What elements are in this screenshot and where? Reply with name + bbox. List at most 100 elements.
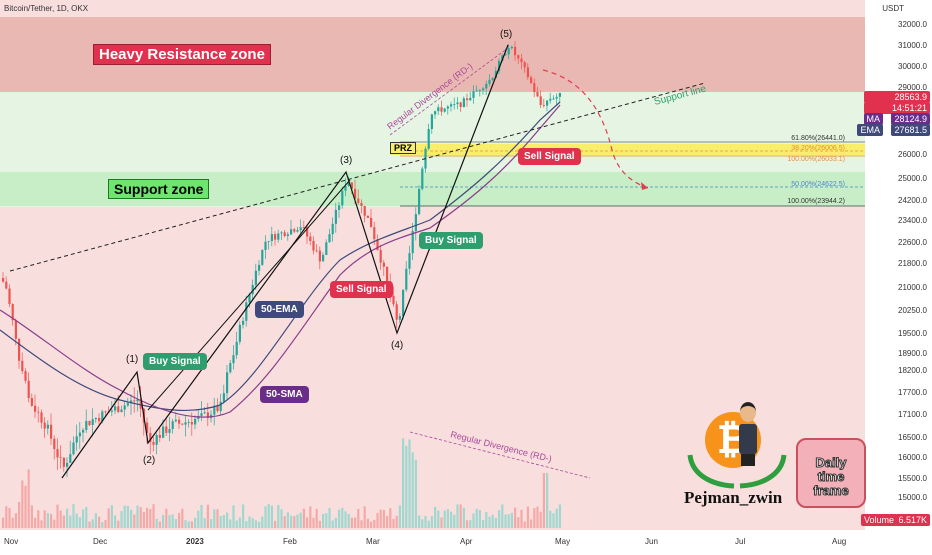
volume-bar [526, 506, 529, 528]
candle-body [302, 227, 305, 229]
candle-body [133, 400, 136, 402]
volume-bar [2, 517, 5, 528]
candle-body [334, 209, 337, 224]
wave-label-3: (3) [340, 155, 352, 166]
volume-bar [309, 506, 312, 528]
candle-body [296, 230, 299, 232]
volume-bar [216, 509, 219, 528]
candle-body [530, 77, 533, 84]
candle-body [498, 60, 501, 72]
volume-bar [386, 516, 389, 528]
candle-body [238, 324, 241, 342]
candle-body [402, 289, 405, 317]
candle-body [363, 205, 366, 216]
candle-body [245, 302, 248, 321]
volume-bar [142, 512, 145, 528]
candle-body [155, 434, 158, 445]
candle-body [440, 107, 443, 112]
candle-body [53, 438, 56, 450]
wave-label-5: (5) [500, 29, 512, 40]
volume-bar [290, 515, 293, 528]
volume-bar [437, 510, 440, 528]
volume-bar [546, 473, 549, 528]
volume-bar [456, 504, 459, 528]
candle-body [475, 90, 478, 92]
candle-body [72, 442, 75, 455]
candle-body [366, 215, 369, 218]
volume-bar [331, 520, 334, 528]
volume-bar [14, 513, 17, 528]
candle-body [405, 268, 408, 290]
candle-body [178, 419, 181, 424]
candle-body [482, 88, 485, 91]
y-tick-label: 22600.0 [898, 238, 927, 247]
candle-body [354, 188, 357, 199]
candle-body [536, 91, 539, 97]
candle-body [123, 405, 126, 410]
volume-bar [443, 510, 446, 528]
volume-bar [472, 513, 475, 528]
heavy-resistance-label: Heavy Resistance zone [93, 44, 271, 65]
y-tick-label: 17100.0 [898, 410, 927, 419]
volume-bar [408, 439, 411, 528]
candle-body [222, 393, 225, 402]
volume-bar [238, 517, 241, 528]
candle-body [466, 98, 469, 101]
volume-bar [549, 510, 552, 528]
candle-body [229, 363, 232, 373]
volume-bar [328, 507, 331, 528]
fib-label-618: 61.80%(26441.0) [791, 135, 845, 142]
volume-bar [501, 504, 504, 528]
candle-body [488, 79, 491, 84]
candle-body [126, 403, 129, 406]
candle-body [203, 412, 206, 414]
avatar-head [740, 402, 756, 422]
volume-bar [466, 520, 469, 528]
candle-body [318, 250, 321, 262]
candle-body [283, 232, 286, 236]
wave-label-1: (1) [126, 354, 138, 365]
prz-band [390, 144, 865, 155]
candle-body [421, 168, 424, 189]
y-tick-label: 26000.0 [898, 150, 927, 159]
volume-bar [117, 520, 120, 528]
y-tick-label: 20250.0 [898, 306, 927, 315]
candle-body [162, 426, 165, 438]
volume-bar [104, 520, 107, 528]
volume-name-tag: Volume [860, 514, 897, 526]
candle-body [539, 96, 542, 105]
x-tick-label: Jun [645, 537, 658, 546]
candle-body [398, 316, 401, 320]
time-axis-bg [0, 530, 932, 550]
candle-body [40, 412, 43, 423]
volume-bar [210, 519, 213, 528]
volume-bar [459, 504, 462, 528]
volume-bar [62, 515, 65, 528]
candle-body [546, 100, 549, 106]
candle-body [379, 249, 382, 263]
volume-bar [219, 515, 222, 528]
candle-body [82, 429, 85, 433]
volume-bar [206, 504, 209, 528]
volume-bar [498, 510, 501, 528]
volume-bar [261, 516, 264, 528]
volume-bar [283, 516, 286, 528]
candle-body [434, 111, 437, 115]
candle-body [21, 360, 24, 372]
volume-bar [523, 521, 526, 528]
x-tick-label: Apr [460, 537, 473, 546]
volume-bar [363, 506, 366, 528]
fib-label-100a: 100.00%(26033.1) [787, 156, 845, 163]
candle-body [414, 214, 417, 232]
volume-bar [120, 511, 123, 528]
candle-body [277, 233, 280, 240]
volume-bar [360, 520, 363, 528]
countdown-tag: 14:51:21 [864, 102, 930, 114]
candle-body [174, 419, 177, 422]
candle-body [130, 400, 133, 404]
volume-bar [194, 517, 197, 528]
sma-50-callout: 50-SMA [260, 386, 309, 403]
candle-body [344, 185, 347, 191]
y-tick-label: 18900.0 [898, 349, 927, 358]
